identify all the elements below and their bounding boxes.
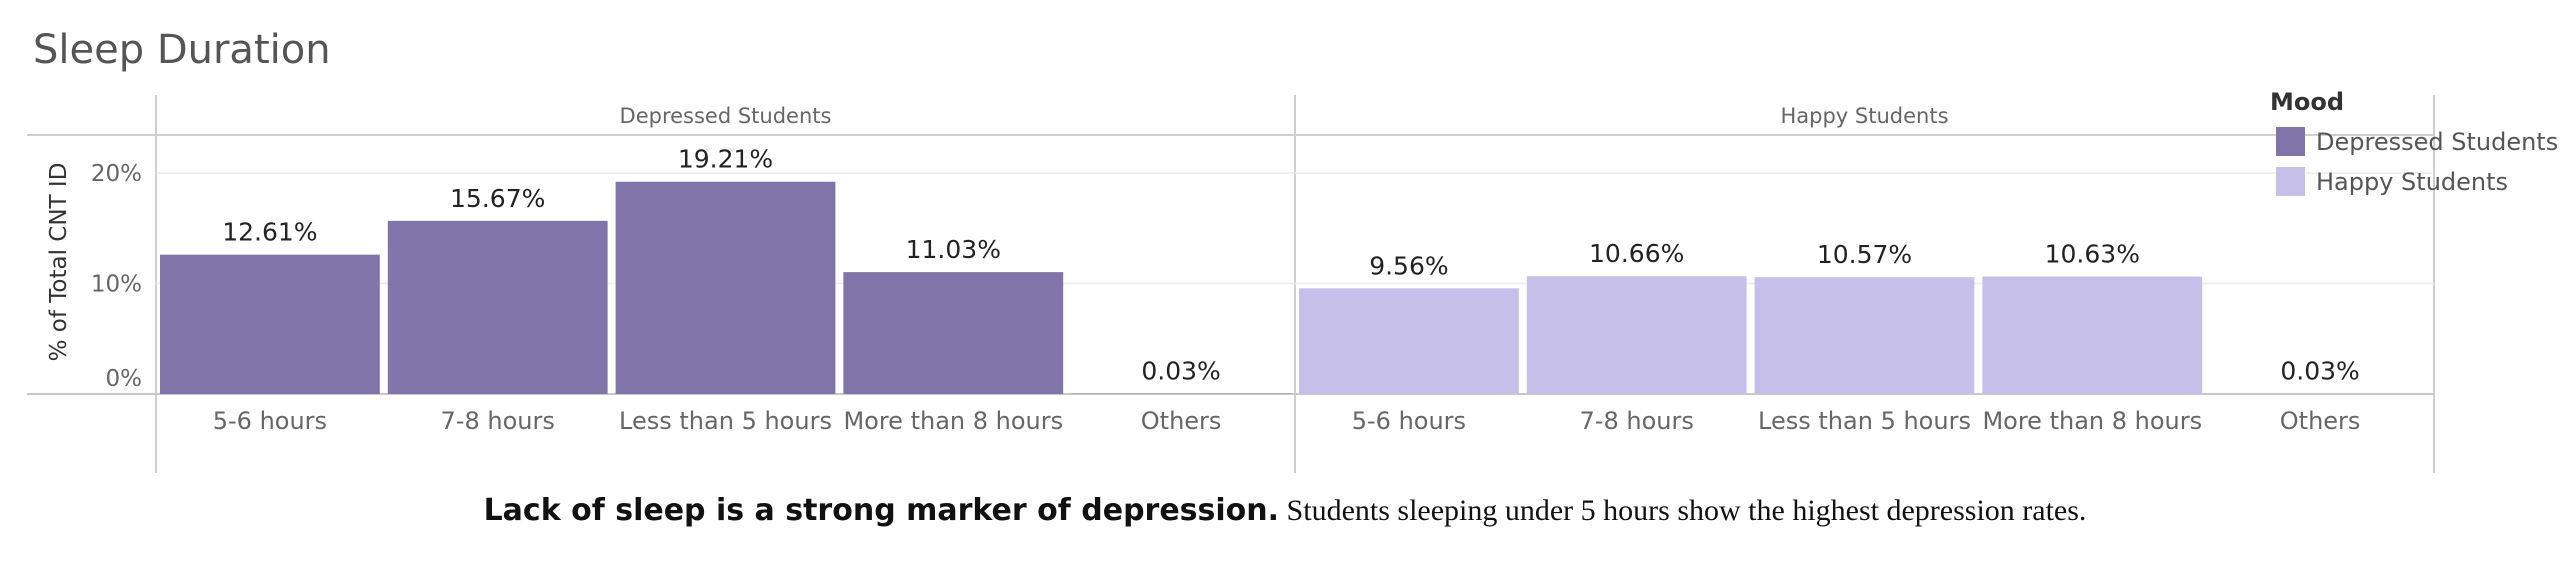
data-label: 0.03% [2280,357,2359,386]
category-label: 7-8 hours [1580,407,1694,435]
category-label: 5-6 hours [213,407,327,435]
category-label: Less than 5 hours [619,407,832,435]
bar [1526,276,1747,394]
data-label: 9.56% [1369,251,1448,280]
data-label: 10.63% [2045,240,2140,269]
data-label: 0.03% [1141,357,1220,386]
legend: Mood Depressed Students Happy Students [2270,88,2558,196]
labels: 0% 10% 20% Depressed Students 12.61% 5-6 hour… [91,104,2361,435]
category-label: Others [1141,407,1222,435]
data-label: 19.21% [678,145,773,174]
bar [843,272,1064,394]
y-tick-label: 20% [91,161,142,187]
caption-rest: Students sleeping under 5 hours show the… [1279,494,2087,527]
bar [160,254,380,394]
data-label: 12.61% [222,218,317,247]
panel-header: Depressed Students [620,104,832,128]
data-label: 11.03% [906,235,1001,264]
caption: Lack of sleep is a strong marker of depr… [0,493,2570,528]
category-label: Others [2280,407,2361,435]
category-label: 5-6 hours [1352,407,1466,435]
bar [1982,276,2203,394]
data-label: 15.67% [450,184,545,213]
bar [1299,288,1519,394]
caption-bold: Lack of sleep is a strong marker of depr… [483,493,1280,528]
legend-swatch [2276,167,2305,196]
bars [160,181,2430,394]
category-label: More than 8 hours [1982,407,2202,435]
chart-title: Sleep Duration [33,27,331,73]
y-axis-title: % of Total CNT ID [46,163,72,362]
data-label: 10.66% [1589,239,1684,268]
legend-swatch [2276,127,2305,156]
legend-label: Depressed Students [2316,128,2558,156]
bar [1754,277,1975,394]
bar [615,181,836,394]
category-label: Less than 5 hours [1758,407,1971,435]
legend-title: Mood [2270,88,2344,116]
category-label: More than 8 hours [843,407,1063,435]
legend-label: Happy Students [2316,168,2508,196]
panel-header: Happy Students [1780,104,1948,128]
y-tick-label: 10% [91,272,142,298]
y-tick-label: 0% [106,366,143,392]
data-label: 10.57% [1817,240,1912,269]
category-label: 7-8 hours [441,407,555,435]
bar [387,220,608,394]
